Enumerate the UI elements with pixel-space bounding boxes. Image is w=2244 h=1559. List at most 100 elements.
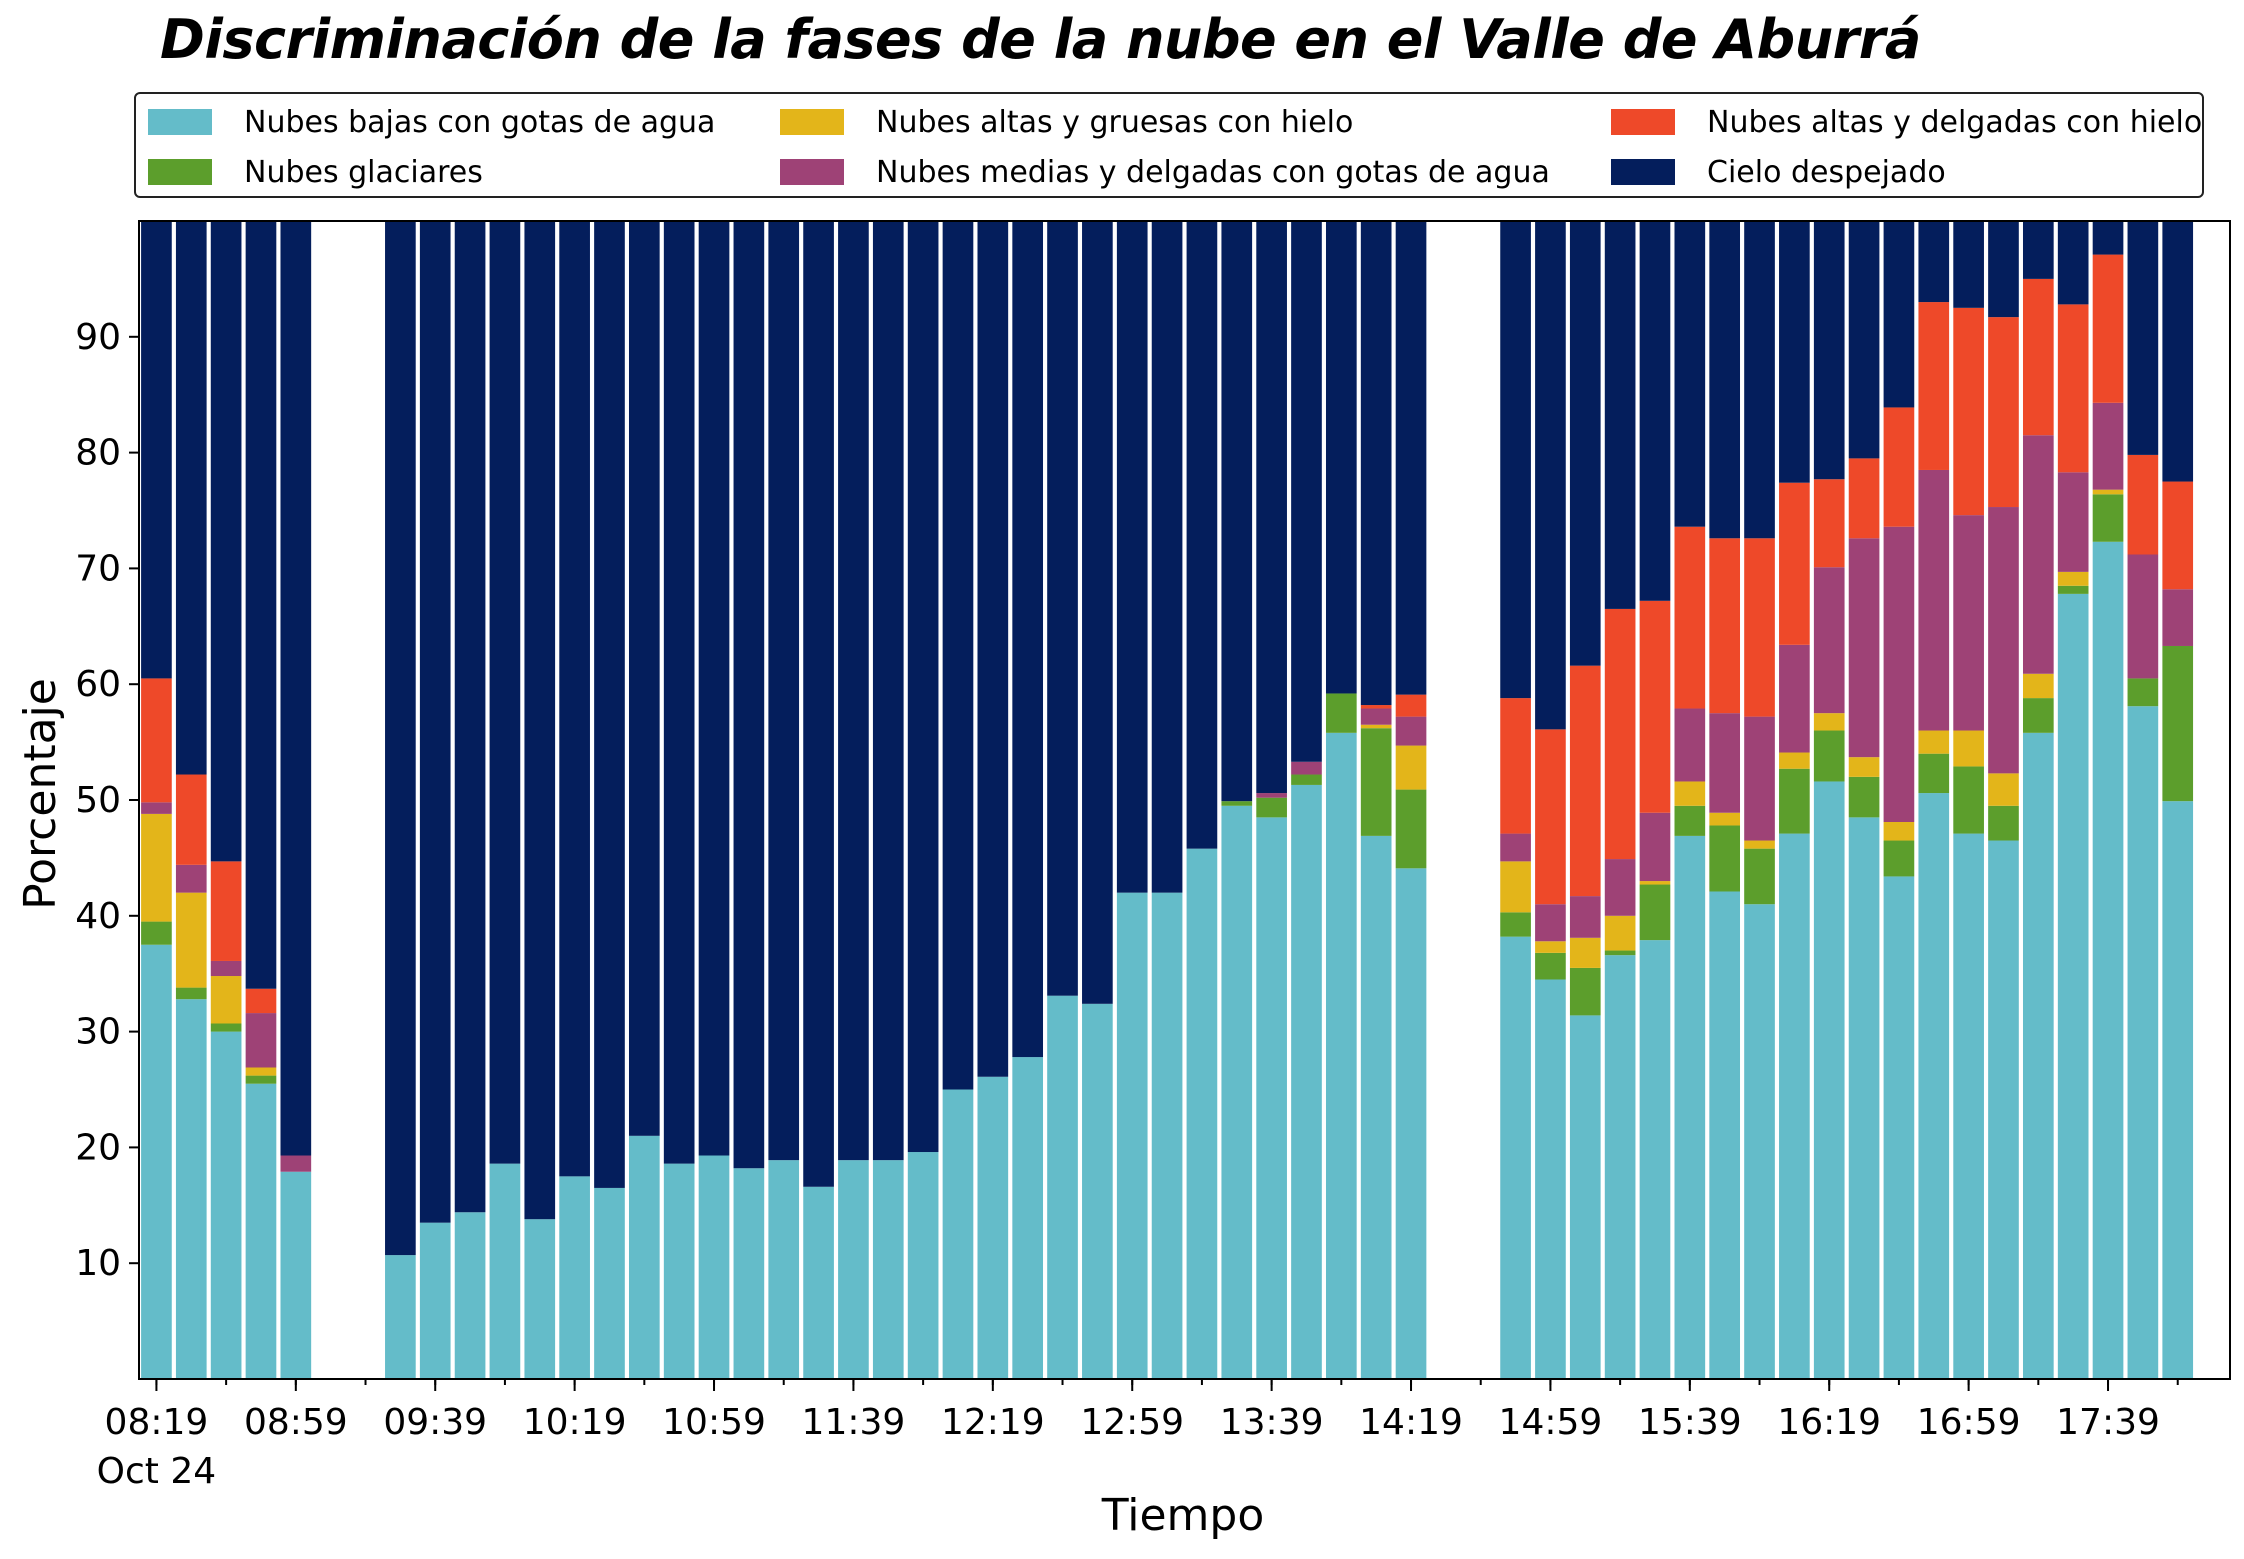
bar-segment bbox=[1848, 757, 1880, 777]
bar-segment bbox=[2057, 585, 2089, 594]
bar-segment bbox=[1813, 713, 1845, 731]
bar-segment bbox=[1325, 732, 1357, 1379]
bar-segment bbox=[1012, 1057, 1044, 1379]
bar-segment bbox=[1569, 937, 1601, 968]
bar-segment bbox=[245, 1013, 277, 1068]
bar-segment bbox=[1883, 876, 1915, 1379]
bar-segment bbox=[1012, 221, 1044, 1058]
bar-segment bbox=[1116, 892, 1148, 1379]
bar-segment bbox=[1500, 936, 1531, 1379]
bar-segment bbox=[1186, 848, 1218, 1379]
bar-segment bbox=[1360, 835, 1392, 1379]
bar-segment bbox=[2092, 541, 2124, 1379]
bar-segment bbox=[1221, 221, 1253, 802]
bar-segment bbox=[2022, 435, 2054, 674]
bar-segment bbox=[628, 1135, 660, 1379]
bar-segment bbox=[1395, 716, 1427, 746]
bar-segment bbox=[1395, 221, 1427, 695]
legend-swatch bbox=[148, 159, 212, 185]
bar-segment bbox=[419, 1222, 451, 1379]
bar-segment bbox=[2127, 706, 2159, 1379]
bar-segment bbox=[1848, 458, 1880, 539]
bar-segment bbox=[1569, 1015, 1601, 1379]
bar-segment bbox=[1639, 940, 1671, 1379]
bar-segment bbox=[1604, 608, 1636, 860]
bar-segment bbox=[1779, 644, 1810, 753]
bar-segment bbox=[1047, 221, 1078, 996]
bar-segment bbox=[1291, 221, 1322, 762]
bar-segment bbox=[1082, 1003, 1113, 1379]
legend-label: Nubes bajas con gotas de agua bbox=[244, 104, 716, 140]
bar-segment bbox=[1988, 840, 2019, 1379]
bar-segment bbox=[594, 221, 625, 1188]
bar-segment bbox=[1744, 904, 1775, 1379]
bar-segment bbox=[2127, 221, 2159, 455]
bar-segment bbox=[141, 944, 172, 1379]
bar-segment bbox=[872, 221, 904, 1161]
x-tick-label: 14:59 bbox=[1499, 1402, 1603, 1443]
bar-segment bbox=[1988, 773, 2019, 806]
bar-segment bbox=[2092, 494, 2124, 542]
bar-segment bbox=[1953, 515, 1984, 731]
y-tick-label: 30 bbox=[75, 1012, 121, 1053]
bar-segment bbox=[210, 1031, 242, 1379]
bar-segment bbox=[210, 960, 242, 977]
bar-segment bbox=[663, 221, 695, 1164]
y-tick-label: 10 bbox=[75, 1243, 121, 1284]
legend-swatch bbox=[780, 159, 844, 185]
y-axis-label: Porcentaje bbox=[15, 678, 66, 910]
bar-segment bbox=[1221, 801, 1253, 806]
bar-segment bbox=[1848, 817, 1880, 1379]
bar-segment bbox=[1848, 538, 1880, 758]
bar-segment bbox=[1918, 221, 1950, 303]
bar-segment bbox=[1535, 979, 1566, 1379]
legend-item: Nubes altas y delgadas con hielo bbox=[1611, 102, 2202, 142]
bar-segment bbox=[628, 221, 660, 1136]
bar-segment bbox=[1256, 221, 1287, 794]
bar-segment bbox=[1988, 221, 2019, 318]
bar-segment bbox=[1395, 745, 1427, 790]
plot-frame bbox=[138, 220, 2231, 1380]
bar-segment bbox=[2057, 571, 2089, 586]
x-tick-label: 12:59 bbox=[1080, 1402, 1184, 1443]
bar-segment bbox=[245, 988, 277, 1014]
bar-segment bbox=[1709, 713, 1741, 813]
bar-segment bbox=[1116, 221, 1148, 893]
bar-segment bbox=[1395, 868, 1427, 1379]
bar-segment bbox=[1535, 904, 1566, 942]
bar-segment bbox=[489, 1163, 521, 1379]
bar-segment bbox=[1639, 884, 1671, 941]
legend-label: Nubes medias y delgadas con gotas de agu… bbox=[876, 154, 1550, 190]
bar-segment bbox=[1535, 941, 1566, 953]
bar-segment bbox=[838, 221, 869, 1161]
bar-segment bbox=[1779, 768, 1810, 834]
bar-segment bbox=[175, 864, 207, 893]
bar-segment bbox=[1744, 716, 1775, 841]
bar-segment bbox=[698, 221, 730, 1156]
bar-segment bbox=[141, 813, 172, 922]
bar-segment bbox=[2127, 678, 2159, 707]
bar-segment bbox=[1151, 892, 1183, 1379]
bar-segment bbox=[1535, 952, 1566, 980]
bar-segment bbox=[768, 221, 800, 1161]
bar-segment bbox=[2057, 472, 2089, 572]
bar-segment bbox=[1883, 221, 1915, 408]
y-tick-label: 80 bbox=[75, 433, 121, 474]
bar-segment bbox=[175, 221, 207, 775]
bar-segment bbox=[1639, 221, 1671, 601]
bar-segment bbox=[977, 1076, 1009, 1379]
bar-segment bbox=[1674, 805, 1706, 836]
bar-segment bbox=[977, 221, 1009, 1077]
bar-segment bbox=[1395, 694, 1427, 717]
x-tick-label: 10:19 bbox=[523, 1402, 627, 1443]
bar-segment bbox=[1779, 482, 1810, 645]
bar-segment bbox=[1883, 407, 1915, 527]
bar-segment bbox=[385, 1255, 416, 1379]
bar-segment bbox=[2022, 698, 2054, 733]
bar-segment bbox=[2127, 554, 2159, 679]
bar-segment bbox=[803, 1186, 834, 1379]
legend-label: Cielo despejado bbox=[1707, 154, 1946, 190]
bar-segment bbox=[1674, 781, 1706, 806]
x-tick-label: 08:19 bbox=[105, 1402, 209, 1443]
